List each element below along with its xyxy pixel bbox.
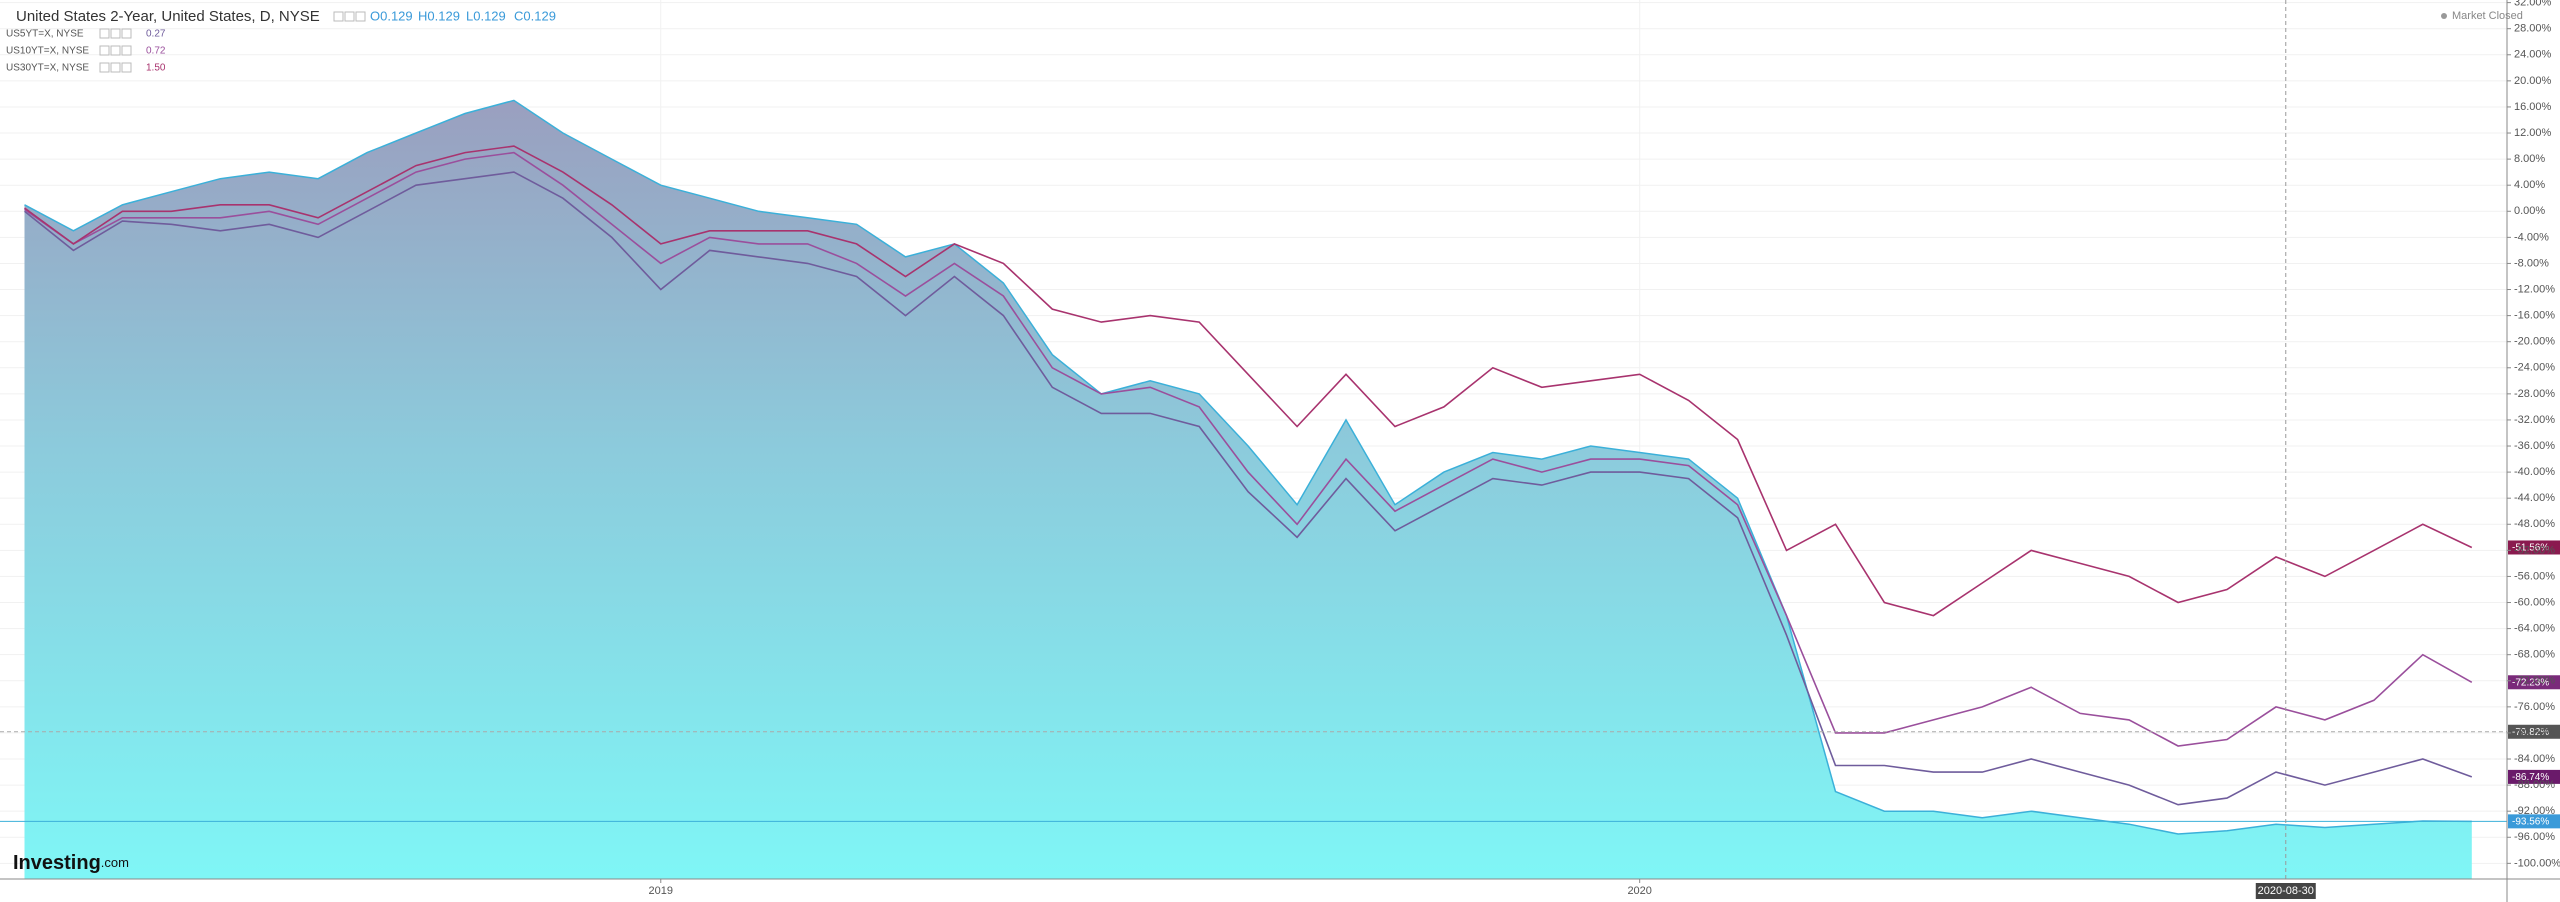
area-fill [24, 100, 2472, 879]
y-tick-label: -36.00% [2514, 440, 2555, 452]
y-tick-label: 16.00% [2514, 101, 2552, 113]
legend-value: 0.27 [146, 29, 166, 40]
y-tick-label: -56.00% [2514, 570, 2555, 582]
y-tick-label: -24.00% [2514, 362, 2555, 374]
last-value-tag [2508, 540, 2560, 555]
ohlc-value: L0.129 [466, 8, 506, 23]
market-status: Market Closed [2452, 10, 2523, 22]
ohlc-value: C0.129 [514, 8, 556, 23]
y-tick-label: -100.00% [2514, 857, 2560, 869]
legend-icon[interactable] [121, 62, 132, 73]
series-line [24, 151, 2473, 747]
y-tick-label: -68.00% [2514, 649, 2555, 661]
y-tick-label: -40.00% [2514, 466, 2555, 478]
title-icon[interactable] [344, 11, 355, 22]
legend-icon[interactable] [99, 28, 110, 39]
y-tick-label: -80.00% [2514, 727, 2555, 739]
y-tick-label: 0.00% [2514, 205, 2545, 217]
legend-icon[interactable] [110, 45, 121, 56]
legend-icon[interactable] [110, 28, 121, 39]
ohlc-value: H0.129 [418, 8, 460, 23]
y-tick-label: -96.00% [2514, 831, 2555, 843]
legend-icon[interactable] [110, 62, 121, 73]
last-value-label: -93.56% [2512, 816, 2549, 827]
status-dot [2441, 13, 2447, 19]
area-line [24, 99, 2472, 835]
plot-area [24, 99, 2473, 879]
y-tick-label: -92.00% [2514, 805, 2555, 817]
series-line [24, 171, 2473, 806]
y-tick-label: -84.00% [2514, 753, 2555, 765]
crosshair-y-label: -79.82% [2512, 727, 2549, 738]
y-tick-label: 4.00% [2514, 179, 2545, 191]
logo: Investing.com [13, 852, 129, 874]
legend-name: US30YT=X, NYSE [6, 63, 89, 74]
y-tick-label: 28.00% [2514, 23, 2552, 35]
y-tick-label: -72.00% [2514, 675, 2555, 687]
legend-value: 1.50 [146, 63, 166, 74]
y-tick-label: -32.00% [2514, 414, 2555, 426]
legend-icon[interactable] [99, 45, 110, 56]
legend-value: 0.72 [146, 46, 166, 57]
last-value-tag [2508, 814, 2560, 829]
y-tick-label: -76.00% [2514, 701, 2555, 713]
y-tick-label: -16.00% [2514, 310, 2555, 322]
y-tick-label: -44.00% [2514, 492, 2555, 504]
x-tick-label: 2019 [649, 885, 673, 897]
y-tick-label: 24.00% [2514, 49, 2552, 61]
legend-name: US10YT=X, NYSE [6, 46, 89, 57]
last-value-label: -51.56% [2512, 543, 2549, 554]
logo-suffix: .com [101, 855, 129, 870]
chart-title: United States 2-Year, United States, D, … [16, 8, 320, 25]
y-tick-label: -88.00% [2514, 779, 2555, 791]
y-tick-label: -4.00% [2514, 231, 2549, 243]
crosshair-y-tag [2508, 724, 2560, 739]
legend-name: US5YT=X, NYSE [6, 29, 84, 40]
logo-main: Investing [13, 852, 101, 874]
y-tick-label: -20.00% [2514, 336, 2555, 348]
title-icon[interactable] [333, 11, 344, 22]
y-tick-label: -52.00% [2514, 544, 2555, 556]
y-tick-label: 20.00% [2514, 75, 2552, 87]
title-icon[interactable] [355, 11, 366, 22]
crosshair-x-label: 2020-08-30 [2258, 885, 2314, 897]
y-tick-label: -64.00% [2514, 623, 2555, 635]
x-tick-label: 2020 [1627, 885, 1651, 897]
series-line [24, 145, 2473, 617]
last-value-label: -72.23% [2512, 677, 2549, 688]
last-value-tag [2508, 769, 2560, 784]
ohlc-value: O0.129 [370, 8, 413, 23]
crosshair-x-tag [2255, 883, 2316, 899]
legend-icon[interactable] [121, 45, 132, 56]
y-tick-label: -28.00% [2514, 388, 2555, 400]
y-tick-label: -60.00% [2514, 596, 2555, 608]
y-tick-label: 12.00% [2514, 127, 2552, 139]
last-value-label: -86.74% [2512, 772, 2549, 783]
y-tick-label: 32.00% [2514, 0, 2552, 9]
legend-icon[interactable] [121, 28, 132, 39]
last-value-tag [2508, 675, 2560, 690]
legend-icon[interactable] [99, 62, 110, 73]
y-tick-label: -8.00% [2514, 257, 2549, 269]
y-tick-label: 8.00% [2514, 153, 2545, 165]
y-tick-label: -48.00% [2514, 518, 2555, 530]
y-tick-label: -12.00% [2514, 283, 2555, 295]
